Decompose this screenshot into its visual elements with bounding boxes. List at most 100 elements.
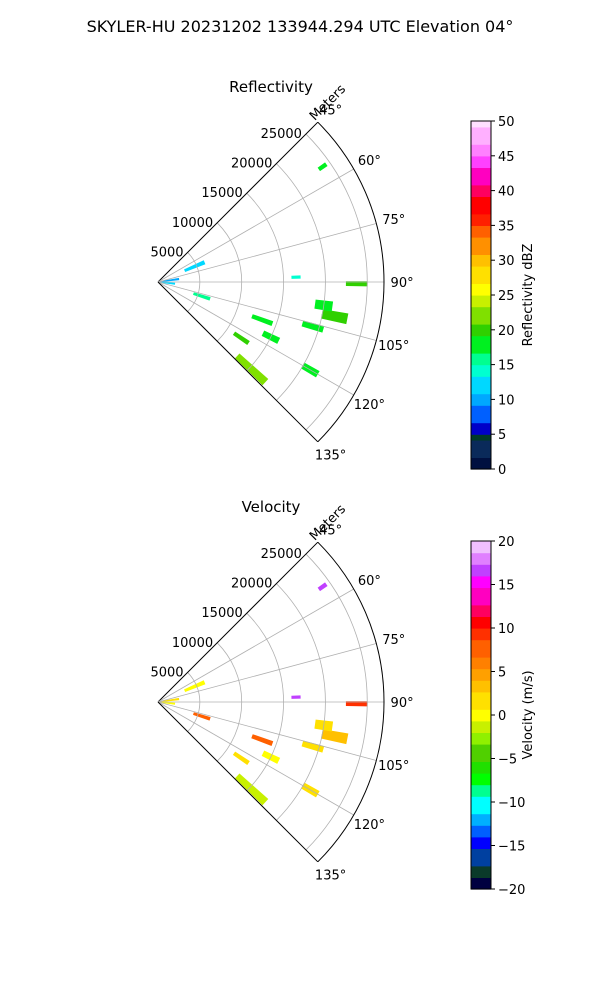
radar-echo [317, 162, 328, 172]
colorbar-segment [471, 306, 491, 313]
colorbar-segment [471, 219, 491, 226]
colorbar-segment [471, 761, 491, 768]
colorbar-segment [471, 329, 491, 337]
radar-echo [232, 751, 250, 765]
azimuth-gridline [157, 643, 377, 703]
colorbar-tick-label: 15 [498, 579, 515, 594]
colorbar-tick-label: 15 [498, 359, 515, 374]
colorbar-segment [471, 126, 491, 134]
colorbar-segment [471, 831, 491, 838]
radar-echo [320, 309, 349, 325]
colorbar-segment [471, 457, 491, 464]
colorbar-segment [471, 755, 491, 762]
azimuth-gridline [157, 701, 354, 816]
colorbar-segment [471, 399, 491, 406]
colorbar-segment [471, 570, 491, 577]
azimuth-gridline [157, 168, 354, 283]
colorbar-segment [471, 225, 491, 232]
colorbar-segment [471, 639, 491, 646]
colorbar-segment [471, 715, 491, 722]
radar-echo [232, 331, 250, 345]
colorbar-segment [471, 796, 491, 803]
colorbar-segment [471, 558, 491, 565]
colorbar-segment [471, 575, 491, 583]
azimuth-tick-label: 45° [319, 103, 342, 118]
colorbar-tick-label: 0 [498, 709, 506, 724]
colorbar-segment [471, 842, 491, 849]
colorbar-segment [471, 587, 491, 594]
colorbar-segment [471, 819, 491, 826]
colorbar-segment [471, 376, 491, 383]
colorbar-segment [471, 445, 491, 453]
radar-echo [320, 729, 349, 745]
colorbar-tick-label: 0 [498, 463, 506, 478]
radar-echo [235, 773, 269, 806]
radial-tick-label: 5000 [150, 245, 183, 260]
panel-title: Reflectivity [229, 78, 313, 96]
colorbar-segment [471, 179, 491, 186]
colorbar-tick-label: 20 [498, 535, 515, 550]
colorbar-segment [471, 167, 491, 174]
colorbar-label: Reflectivity dBZ [521, 244, 536, 347]
colorbar-tick-label: 35 [498, 219, 515, 234]
colorbar-tick-label: −20 [498, 883, 525, 898]
colorbar-segment [471, 260, 491, 267]
azimuth-gridline [157, 223, 377, 283]
radar-echo [291, 695, 301, 699]
colorbar-tick-label: 10 [498, 622, 515, 637]
colorbar-segment [471, 370, 491, 377]
colorbar-segment [471, 382, 491, 389]
radial-tick-label: 25000 [261, 547, 302, 562]
colorbar-segment [471, 825, 491, 832]
azimuth-tick-label: 105° [378, 759, 409, 774]
colorbar-segment [471, 428, 491, 435]
radar-echo [235, 353, 269, 386]
azimuth-tick-label: 105° [378, 339, 409, 354]
colorbar-segment [471, 790, 491, 797]
azimuth-tick-label: 90° [391, 276, 414, 291]
colorbar-segment [471, 312, 491, 319]
colorbar-segment [471, 405, 491, 412]
colorbar-segment [471, 300, 491, 308]
colorbar-segment [471, 877, 491, 884]
colorbar-segment [471, 552, 491, 559]
figure-suptitle: SKYLER-HU 20231202 133944.294 UTC Elevat… [87, 17, 514, 36]
colorbar-segment [471, 836, 491, 844]
colorbar-segment [471, 865, 491, 873]
azimuth-tick-label: 75° [382, 633, 405, 648]
colorbar-segment [471, 662, 491, 670]
colorbar-tick-label: 5 [498, 428, 506, 443]
colorbar-segment [471, 581, 491, 588]
colorbar-segment [471, 155, 491, 163]
colorbar-segment [471, 440, 491, 447]
colorbar-segment [471, 358, 491, 366]
colorbar-segment [471, 202, 491, 209]
colorbar-segment [471, 686, 491, 693]
colorbar-segment [471, 546, 491, 554]
colorbar-segment [471, 277, 491, 284]
radar-echo [157, 697, 180, 703]
colorbar-segment [471, 807, 491, 815]
colorbar-tick-label: 50 [498, 115, 515, 130]
colorbar-segment [471, 732, 491, 739]
colorbar-segment [471, 138, 491, 145]
colorbar-tick-label: −15 [498, 840, 525, 855]
colorbar-segment [471, 680, 491, 687]
colorbar-segment [471, 871, 491, 878]
colorbar-segment [471, 341, 491, 348]
radar-echo [157, 281, 176, 285]
colorbar-segment [471, 813, 491, 820]
azimuth-tick-label: 120° [354, 398, 385, 413]
colorbar-segment [471, 173, 491, 180]
colorbar-segment [471, 289, 491, 296]
colorbar-segment [471, 416, 491, 424]
colorbar-segment [471, 434, 491, 441]
radar-echo [317, 582, 328, 592]
sector-edge [157, 281, 319, 443]
radar-echo [251, 734, 274, 747]
colorbar-segment [471, 599, 491, 606]
colorbar-segment [471, 622, 491, 629]
colorbar-segment [471, 709, 491, 716]
colorbar-tick-label: 40 [498, 185, 515, 200]
colorbar-segment [471, 773, 491, 780]
